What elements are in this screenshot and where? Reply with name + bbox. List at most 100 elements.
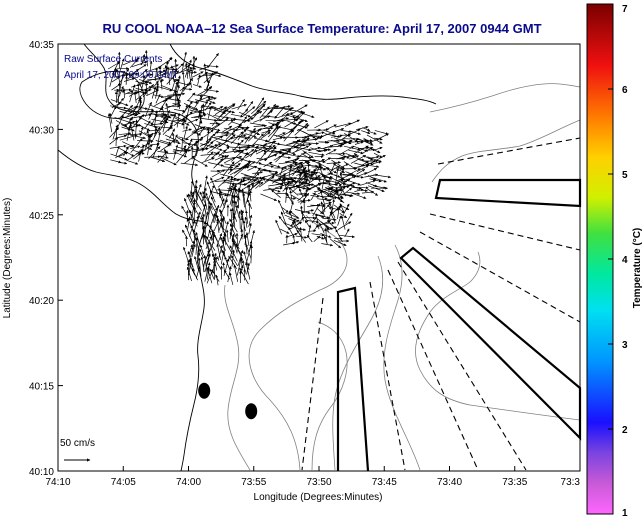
current-vector [272, 136, 283, 141]
current-vector [268, 182, 284, 187]
current-vector [204, 253, 211, 273]
current-vector [148, 104, 163, 111]
current-vector [319, 204, 330, 214]
current-vector [123, 146, 129, 157]
current-vector [159, 79, 163, 90]
current-vector [129, 123, 135, 141]
current-vector [299, 181, 310, 189]
isobath-5 [431, 119, 581, 183]
current-vector [342, 174, 355, 177]
current-vector [210, 135, 224, 143]
current-vector [209, 189, 216, 203]
current-vector [224, 103, 236, 110]
current-vector [213, 257, 218, 271]
current-vector [281, 118, 297, 121]
current-vector [299, 175, 308, 183]
current-vector [209, 268, 215, 280]
current-vector [222, 125, 233, 133]
current-vector [203, 129, 214, 138]
current-vector [298, 111, 315, 118]
current-vector [292, 116, 308, 123]
current-vector [322, 186, 334, 191]
current-vector [280, 228, 290, 234]
annotation-line-2: April 17, 2007 09:00 GMT [64, 70, 179, 81]
current-vector [370, 154, 386, 164]
current-vector [329, 184, 343, 192]
current-vector [216, 168, 233, 172]
current-vector [223, 221, 229, 239]
current-vector [127, 160, 139, 165]
current-vector [214, 179, 227, 183]
current-vector [202, 137, 212, 150]
current-vector [115, 68, 121, 83]
current-vector [225, 129, 236, 140]
current-vector [147, 138, 151, 156]
current-vector [114, 97, 124, 109]
current-vector [213, 158, 224, 169]
current-vector [346, 179, 361, 186]
current-vector [337, 196, 345, 204]
current-vector [145, 50, 148, 67]
colorbar-tick-label: 3 [622, 340, 628, 351]
current-vector [374, 137, 383, 141]
current-vector [249, 129, 261, 134]
current-vector [203, 195, 208, 211]
boundary-1 [301, 297, 324, 471]
current-vector [124, 106, 138, 113]
current-vector [245, 101, 254, 112]
current-vector [174, 58, 178, 71]
current-vector [220, 173, 234, 179]
current-vector [358, 146, 370, 150]
current-vector [239, 267, 249, 285]
current-vector [331, 159, 345, 169]
current-vector [268, 187, 281, 193]
current-vector [292, 104, 308, 114]
current-vector [344, 228, 350, 238]
current-vector [317, 189, 333, 195]
current-vector [372, 160, 382, 164]
current-vector [249, 122, 265, 127]
current-vector [255, 147, 269, 155]
current-vector [231, 103, 247, 110]
y-tick-label: 40:10 [29, 467, 54, 478]
current-vector [199, 191, 206, 204]
current-vector [246, 183, 254, 201]
current-vector [139, 126, 144, 136]
current-vector [325, 149, 337, 156]
current-vector [248, 181, 261, 191]
current-vector [298, 171, 303, 187]
current-vector [289, 210, 299, 218]
current-vector [258, 176, 275, 188]
current-vector [204, 151, 214, 162]
current-vector [136, 83, 140, 100]
current-vector [278, 155, 291, 159]
current-vector [124, 90, 134, 95]
current-vector [240, 144, 251, 148]
current-vector [174, 78, 180, 95]
current-vector [187, 251, 194, 268]
current-vector [220, 110, 232, 121]
current-vector [298, 168, 309, 173]
current-vector [296, 142, 306, 147]
current-vector [189, 109, 202, 114]
current-vector [321, 243, 333, 247]
current-vector [302, 135, 310, 141]
current-vector [335, 229, 343, 243]
current-vector [192, 147, 209, 153]
current-vector [332, 163, 343, 170]
current-vector [182, 131, 197, 142]
current-vector [238, 210, 242, 230]
x-tick-label: 73:35 [502, 477, 527, 488]
current-vector [181, 205, 189, 217]
current-vector [261, 129, 272, 134]
current-vector [334, 137, 347, 143]
current-vector [325, 144, 343, 148]
current-vector [255, 181, 264, 189]
current-vector [220, 236, 226, 251]
current-vector [144, 155, 161, 159]
current-vector [327, 220, 337, 230]
current-vector [260, 193, 277, 201]
current-vector [245, 133, 257, 138]
current-vector [122, 57, 140, 66]
current-vector [353, 145, 369, 155]
